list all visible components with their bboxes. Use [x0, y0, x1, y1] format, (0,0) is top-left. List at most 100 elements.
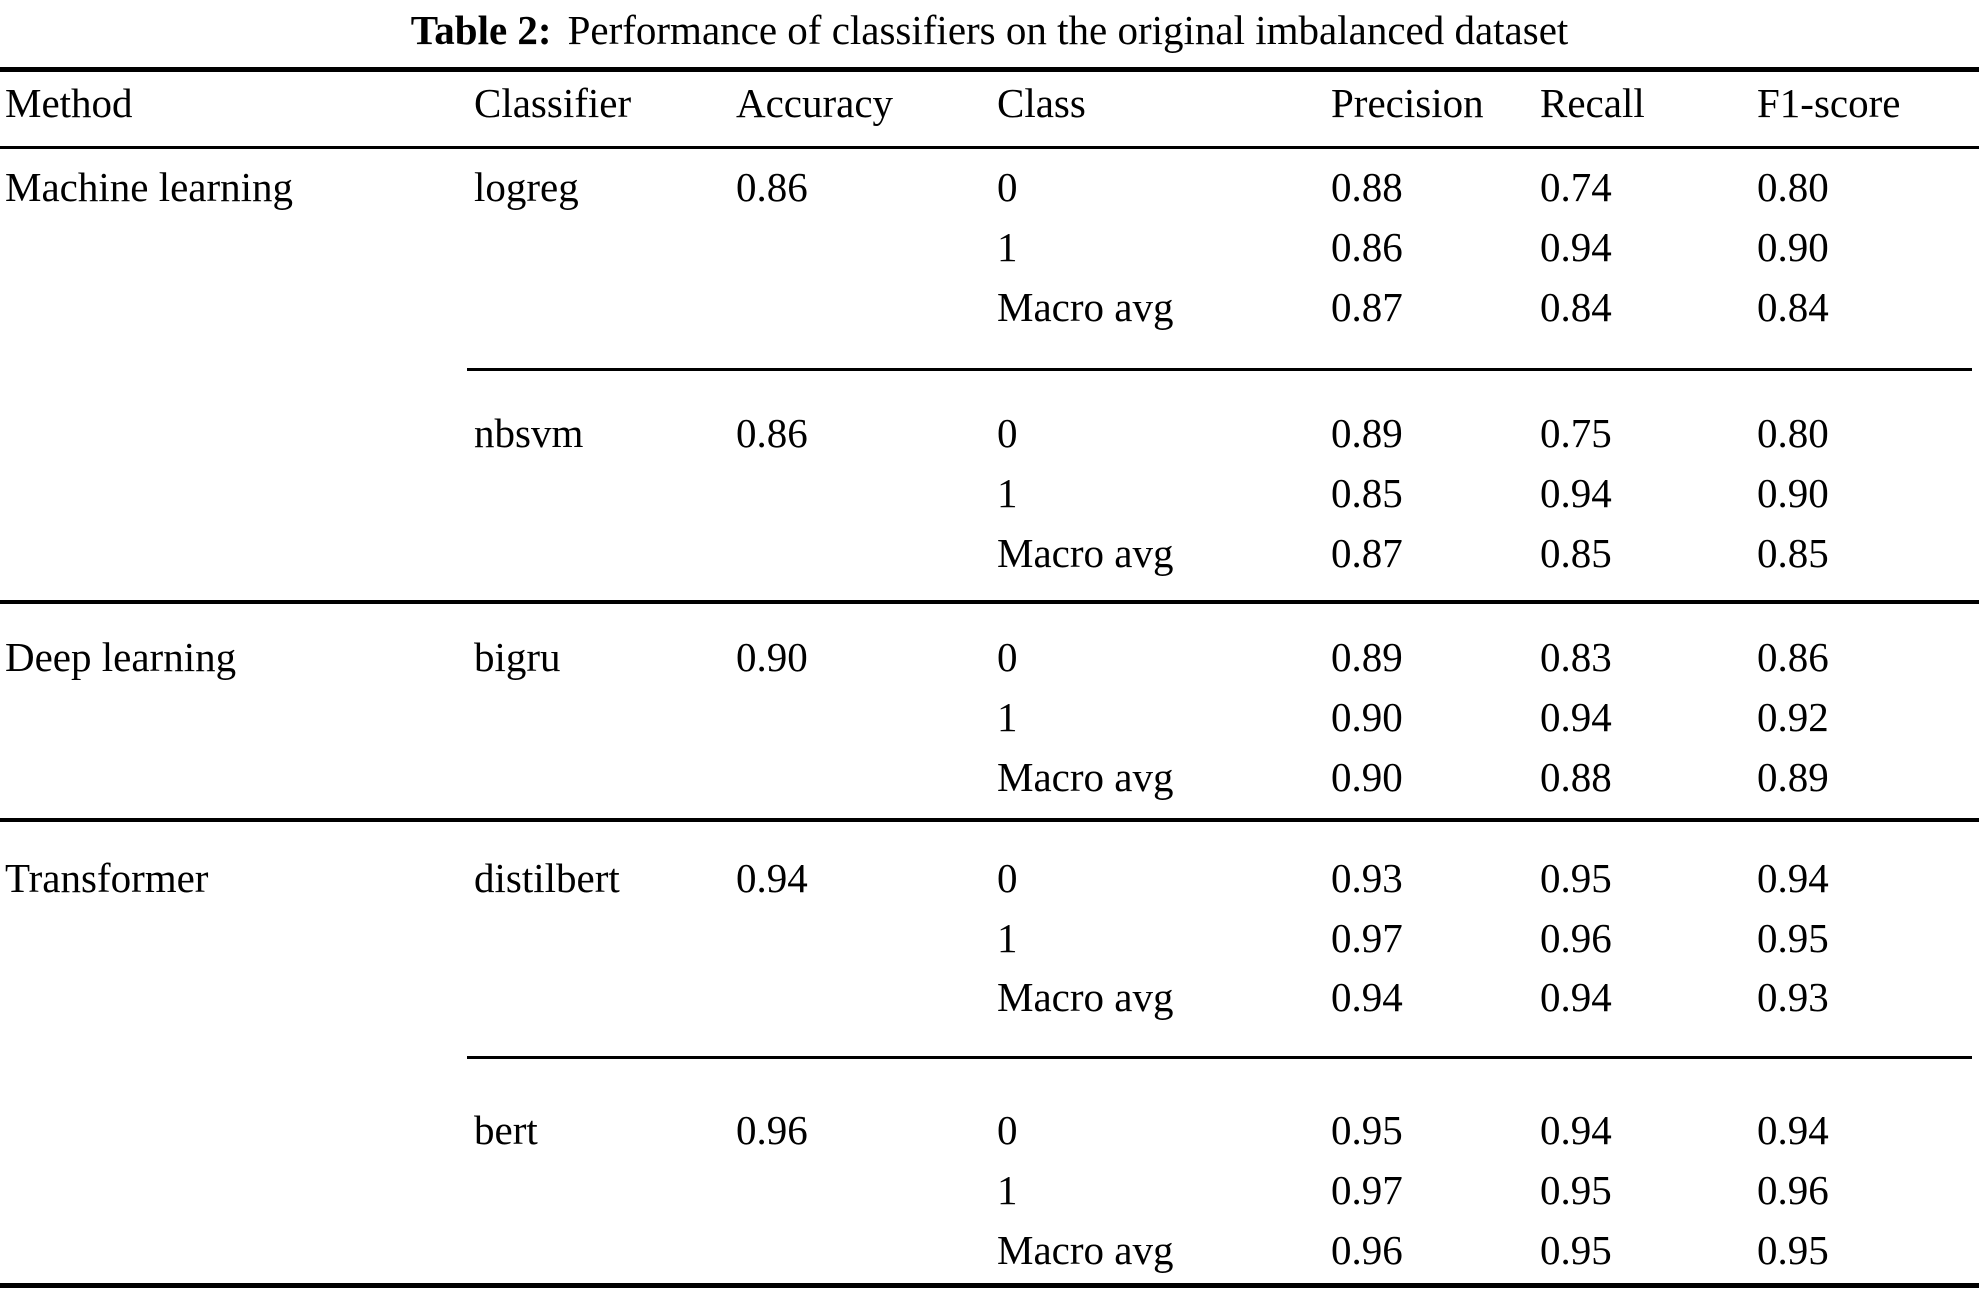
top-rule [0, 67, 1979, 72]
f1-cell: 0.85 [1757, 530, 1829, 576]
recall-cell: 0.74 [1540, 164, 1612, 210]
class-cell: Macro avg [997, 1227, 1174, 1273]
block-separator-rule [467, 368, 1972, 371]
class-cell: 1 [997, 1167, 1018, 1213]
recall-cell: 0.95 [1540, 1227, 1612, 1273]
class-cell: 1 [997, 224, 1018, 270]
recall-cell: 0.94 [1540, 974, 1612, 1020]
classifier-cell: logreg [474, 164, 579, 210]
accuracy-cell: 0.94 [736, 855, 808, 901]
classifier-cell: nbsvm [474, 410, 584, 456]
precision-cell: 0.90 [1331, 754, 1403, 800]
class-cell: Macro avg [997, 530, 1174, 576]
method-cell: Deep learning [5, 634, 237, 680]
f1-cell: 0.90 [1757, 224, 1829, 270]
table-caption: Table 2: Performance of classifiers on th… [0, 4, 1979, 56]
section-rule [0, 600, 1979, 604]
f1-cell: 0.80 [1757, 410, 1829, 456]
table-row: Macro avg 0.90 0.88 0.89 [0, 747, 1979, 807]
recall-cell: 0.96 [1540, 915, 1612, 961]
table-row: 1 0.97 0.96 0.95 [0, 908, 1979, 968]
class-cell: 0 [997, 855, 1018, 901]
precision-cell: 0.94 [1331, 974, 1403, 1020]
precision-cell: 0.95 [1331, 1107, 1403, 1153]
precision-cell: 0.93 [1331, 855, 1403, 901]
f1-cell: 0.93 [1757, 974, 1829, 1020]
class-cell: 1 [997, 915, 1018, 961]
method-cell: Machine learning [5, 164, 294, 210]
table-row: Transformer distilbert 0.94 0 0.93 0.95 … [0, 848, 1979, 908]
class-cell: 0 [997, 1107, 1018, 1153]
table-caption-text: Performance of classifiers on the origin… [567, 7, 1569, 53]
class-cell: 0 [997, 410, 1018, 456]
table-row: Deep learning bigru 0.90 0 0.89 0.83 0.8… [0, 627, 1979, 687]
class-cell: 1 [997, 694, 1018, 740]
table-row: 1 0.86 0.94 0.90 [0, 217, 1979, 277]
col-header-accuracy: Accuracy [736, 80, 894, 126]
f1-cell: 0.95 [1757, 1227, 1829, 1273]
col-header-recall: Recall [1540, 80, 1645, 126]
precision-cell: 0.89 [1331, 410, 1403, 456]
f1-cell: 0.84 [1757, 284, 1829, 330]
recall-cell: 0.88 [1540, 754, 1612, 800]
block-separator-rule [467, 1056, 1972, 1059]
precision-cell: 0.97 [1331, 915, 1403, 961]
col-header-precision: Precision [1331, 80, 1484, 126]
bottom-rule [0, 1283, 1979, 1288]
header-rule [0, 146, 1979, 149]
col-header-class: Class [997, 80, 1086, 126]
precision-cell: 0.85 [1331, 470, 1403, 516]
f1-cell: 0.90 [1757, 470, 1829, 516]
section-rule [0, 818, 1979, 822]
classifier-cell: bert [474, 1107, 538, 1153]
table-row: 1 0.85 0.94 0.90 [0, 463, 1979, 523]
f1-cell: 0.89 [1757, 754, 1829, 800]
recall-cell: 0.95 [1540, 1167, 1612, 1213]
header-row: Method Classifier Accuracy Class Precisi… [0, 73, 1979, 133]
recall-cell: 0.94 [1540, 470, 1612, 516]
recall-cell: 0.94 [1540, 694, 1612, 740]
accuracy-cell: 0.86 [736, 410, 808, 456]
class-cell: Macro avg [997, 974, 1174, 1020]
f1-cell: 0.95 [1757, 915, 1829, 961]
accuracy-cell: 0.90 [736, 634, 808, 680]
precision-cell: 0.87 [1331, 284, 1403, 330]
class-cell: Macro avg [997, 754, 1174, 800]
precision-cell: 0.96 [1331, 1227, 1403, 1273]
col-header-classifier: Classifier [474, 80, 632, 126]
recall-cell: 0.94 [1540, 1107, 1612, 1153]
method-cell: Transformer [5, 855, 209, 901]
precision-cell: 0.88 [1331, 164, 1403, 210]
class-cell: 0 [997, 164, 1018, 210]
f1-cell: 0.86 [1757, 634, 1829, 680]
table-row: Macro avg 0.87 0.84 0.84 [0, 277, 1979, 337]
classifier-cell: bigru [474, 634, 561, 680]
recall-cell: 0.95 [1540, 855, 1612, 901]
col-header-method: Method [5, 80, 133, 126]
recall-cell: 0.85 [1540, 530, 1612, 576]
precision-cell: 0.89 [1331, 634, 1403, 680]
table-row: 1 0.97 0.95 0.96 [0, 1160, 1979, 1220]
table-row: Macro avg 0.96 0.95 0.95 [0, 1220, 1979, 1280]
precision-cell: 0.90 [1331, 694, 1403, 740]
table-row: bert 0.96 0 0.95 0.94 0.94 [0, 1100, 1979, 1160]
recall-cell: 0.83 [1540, 634, 1612, 680]
recall-cell: 0.75 [1540, 410, 1612, 456]
f1-cell: 0.94 [1757, 855, 1829, 901]
col-header-f1: F1-score [1757, 80, 1901, 126]
recall-cell: 0.84 [1540, 284, 1612, 330]
table-row: nbsvm 0.86 0 0.89 0.75 0.80 [0, 403, 1979, 463]
accuracy-cell: 0.86 [736, 164, 808, 210]
class-cell: Macro avg [997, 284, 1174, 330]
f1-cell: 0.96 [1757, 1167, 1829, 1213]
recall-cell: 0.94 [1540, 224, 1612, 270]
table-row: 1 0.90 0.94 0.92 [0, 687, 1979, 747]
f1-cell: 0.80 [1757, 164, 1829, 210]
f1-cell: 0.94 [1757, 1107, 1829, 1153]
class-cell: 1 [997, 470, 1018, 516]
class-cell: 0 [997, 634, 1018, 680]
precision-cell: 0.87 [1331, 530, 1403, 576]
accuracy-cell: 0.96 [736, 1107, 808, 1153]
classifier-cell: distilbert [474, 855, 620, 901]
